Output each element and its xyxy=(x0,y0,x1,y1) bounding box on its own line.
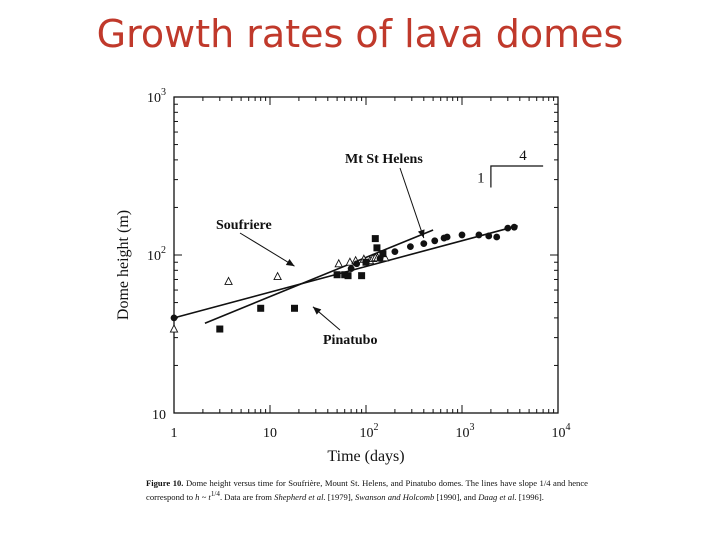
annotation-label: Mt St Helens xyxy=(345,152,423,167)
st-helens-point xyxy=(493,233,501,241)
caption-formula-exp: 1/4 xyxy=(210,490,220,498)
x-tick-label: 102 xyxy=(360,422,379,441)
soufriere-point xyxy=(334,258,344,268)
st-helens-point xyxy=(485,232,493,240)
annotation-arrow xyxy=(399,167,425,239)
pinatubo-point xyxy=(371,235,379,243)
annotation-arrowhead xyxy=(417,229,425,239)
st-helens-point xyxy=(353,260,361,268)
st-helens-point xyxy=(391,248,399,256)
x-axis-label: Time (days) xyxy=(327,448,404,465)
x-tick-label: 103 xyxy=(456,422,475,441)
st-helens-point xyxy=(431,237,439,245)
caption-ref3: Daag et al. xyxy=(478,491,517,502)
y-tick-label: 10 xyxy=(152,408,166,423)
st-helens-point xyxy=(170,314,178,322)
st-helens-point xyxy=(347,265,355,273)
pinatubo-point xyxy=(257,304,265,312)
pinatubo-point xyxy=(358,272,366,280)
annotation-arrowhead xyxy=(285,259,295,267)
x-tick-label: 104 xyxy=(552,422,571,441)
st-helens-point xyxy=(458,231,466,239)
soufriere-point xyxy=(345,257,355,266)
st-helens-point xyxy=(420,240,428,248)
caption-ref1: Shepherd et al. xyxy=(274,491,326,502)
caption-ref2: Swanson and Holcomb xyxy=(355,491,435,502)
figure-caption: Figure 10. Dome height versus time for S… xyxy=(146,478,588,503)
caption-ref1-year: [1979], xyxy=(327,491,353,502)
pinatubo-point xyxy=(291,304,299,312)
st-helens-point xyxy=(475,231,483,239)
pinatubo-point xyxy=(344,272,352,280)
y-tick-label: 102 xyxy=(147,245,166,264)
st-helens-point xyxy=(504,224,512,232)
st-helens-point xyxy=(443,233,451,241)
annotations: 1 4 Mt St Helens Soufriere Pinatubo xyxy=(216,148,544,348)
soufriere-point xyxy=(224,276,233,285)
soufriere-point xyxy=(273,271,282,281)
slope-run-label: 4 xyxy=(519,148,527,164)
axes: 1 10 102 103 104 10 102 103 Time (days) Dome heig… xyxy=(115,87,571,465)
st-helens-point xyxy=(510,223,518,231)
plot-frame xyxy=(173,96,559,414)
caption-label: Figure 10. xyxy=(146,478,184,488)
pinatubo-point xyxy=(216,325,224,333)
caption-ref3-year: [1996]. xyxy=(518,491,544,502)
pinatubo-point xyxy=(333,271,341,279)
slope-rise-label: 1 xyxy=(477,171,485,187)
st-helens-point xyxy=(406,243,414,251)
pinatubo-point xyxy=(379,250,387,258)
caption-formula: h ~ t xyxy=(195,491,211,502)
soufriere-point xyxy=(169,324,179,333)
y-tick-label: 103 xyxy=(147,87,166,106)
annotation-label: Pinatubo xyxy=(323,333,377,348)
dome-growth-chart: 1 10 102 103 104 10 102 103 Time (days) Dome heig… xyxy=(115,87,571,465)
pinatubo-point xyxy=(362,258,370,266)
y-axis-label: Dome height (m) xyxy=(115,210,132,320)
caption-part1: Dome height versus time for Soufrière, M… xyxy=(146,478,588,502)
annotation-label: Soufriere xyxy=(216,218,272,233)
annotation-arrowhead xyxy=(312,306,322,315)
data-points xyxy=(169,223,518,333)
caption-ref2-year: [1990], and xyxy=(436,491,477,502)
caption-part2: . Data are from xyxy=(219,491,272,502)
annotation-arrow xyxy=(239,232,295,267)
x-tick-label: 10 xyxy=(263,426,277,441)
x-tick-label: 1 xyxy=(171,426,178,441)
pinatubo-point xyxy=(373,244,381,252)
slope-triangle xyxy=(490,165,544,188)
slide-title: Growth rates of lava domes xyxy=(96,12,624,56)
fit-lower xyxy=(204,229,434,324)
